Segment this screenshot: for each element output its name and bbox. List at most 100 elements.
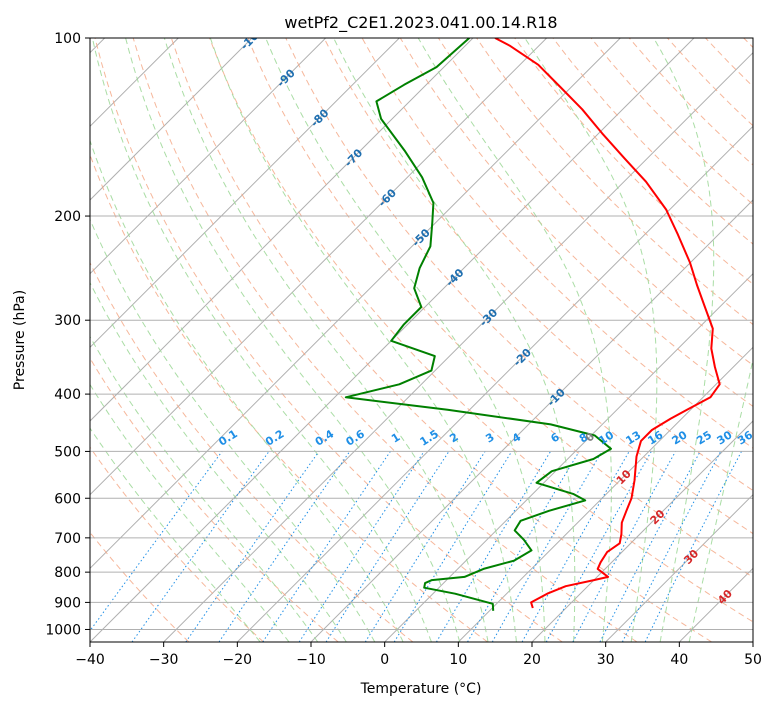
- moist-adiabat-line: [90, 139, 404, 642]
- y-tick-label: 400: [54, 387, 81, 403]
- isotherm-line: [457, 346, 753, 642]
- y-tick-label: 800: [54, 565, 81, 581]
- dry-adiabat-line: [132, 38, 638, 642]
- y-tick-label: 300: [54, 313, 81, 329]
- mixing-ratio-label: 0.2: [263, 427, 286, 448]
- background-lines: [90, 38, 753, 642]
- mixing-ratio-label: 30: [715, 428, 735, 447]
- isotherm-line: [163, 51, 753, 642]
- mixing-ratio-label: 1.5: [418, 427, 441, 448]
- y-axis-title: Pressure (hPa): [12, 290, 28, 390]
- dry-adiabat-line: [247, 38, 753, 578]
- dry-adiabat-line: [94, 38, 563, 642]
- dewpoint-line: [344, 38, 612, 611]
- mixing-ratio-line: [621, 451, 722, 642]
- isotherm-label: 40: [715, 587, 735, 607]
- dry-adiabat-line: [705, 38, 753, 88]
- mixing-ratio-line: [644, 451, 742, 642]
- isotherm-label: -60: [376, 186, 399, 209]
- dry-adiabat-line: [209, 38, 753, 623]
- dry-adiabat-line: [667, 38, 753, 127]
- isotherm-label: 10: [614, 467, 634, 487]
- x-tick-label: −10: [296, 652, 326, 668]
- moist-adiabat-line: [90, 281, 347, 642]
- y-tick-label: 700: [54, 531, 81, 547]
- moist-adiabat-line: [265, 38, 546, 642]
- isotherm-line: [531, 420, 753, 642]
- dry-adiabat-line: [323, 38, 753, 492]
- dry-adiabat-line: [552, 38, 753, 245]
- mixing-ratio-line: [131, 451, 270, 642]
- mixing-ratio-label: 0.6: [344, 427, 368, 449]
- isotherm-label: 20: [648, 507, 668, 527]
- x-tick-label: 50: [744, 652, 762, 668]
- mixing-ratio-label: 36: [735, 428, 755, 447]
- dry-adiabat-line: [90, 153, 488, 642]
- moist-adiabat-line: [688, 356, 753, 642]
- y-axis: 100 200 300 400 500 600 700 800 900 1000: [45, 31, 90, 638]
- y-tick-label: 1000: [45, 622, 81, 638]
- mixing-ratio-line: [185, 451, 320, 642]
- isotherm-label: -40: [443, 266, 466, 289]
- dry-adiabat-line: [90, 531, 190, 642]
- mixing-ratio-line: [262, 451, 391, 642]
- mixing-ratio-label: 2: [447, 430, 460, 445]
- isotherm-line: [236, 125, 753, 642]
- isotherm-line: [605, 493, 753, 642]
- x-tick-label: 10: [449, 652, 467, 668]
- x-axis-title: Temperature (°C): [360, 681, 482, 697]
- dry-adiabat-line: [90, 261, 414, 642]
- moist-adiabat-line: [209, 38, 517, 642]
- dry-adiabat-line: [90, 446, 264, 642]
- y-tick-label: 900: [54, 595, 81, 611]
- dry-adiabat-line: [590, 38, 753, 206]
- mixing-ratio-label: 3: [483, 430, 496, 445]
- isotherm-line: [384, 272, 753, 642]
- isotherm-label: -90: [275, 66, 298, 89]
- moist-adiabat-line: [333, 38, 576, 642]
- x-tick-label: 30: [597, 652, 615, 668]
- isotherm-line: [310, 199, 753, 642]
- isotherm-line: [90, 38, 621, 570]
- y-tick-label: 200: [54, 209, 81, 225]
- mixing-ratio-label: 4: [510, 430, 524, 445]
- isotherm-label: -10: [545, 386, 568, 409]
- isotherm-line: [90, 38, 474, 422]
- moist-adiabat-line: [417, 38, 612, 642]
- dry-adiabat-line: [743, 38, 753, 49]
- mixing-ratio-line: [90, 451, 223, 632]
- dry-adiabat-line: [285, 38, 753, 535]
- moist-adiabat-line: [90, 427, 261, 642]
- moist-adiabat-line: [653, 38, 715, 642]
- y-tick-label: 100: [54, 31, 81, 47]
- moist-adiabat-line: [90, 383, 290, 642]
- x-tick-label: 40: [670, 652, 688, 668]
- moist-adiabat-line: [90, 335, 319, 642]
- moist-adiabat-line: [90, 218, 376, 642]
- dry-adiabat-line: [90, 357, 339, 642]
- dry-adiabat-line: [476, 38, 753, 326]
- mixing-ratio-line: [521, 451, 630, 642]
- x-tick-label: 0: [380, 652, 389, 668]
- isotherm-line: [90, 38, 400, 349]
- mixing-ratio-label: 0.4: [313, 427, 337, 449]
- moist-adiabat-line: [524, 38, 658, 642]
- isotherm-line: [90, 38, 548, 496]
- mixing-ratio-line: [545, 451, 652, 642]
- mixing-ratio-label: 25: [694, 428, 714, 447]
- isotherm-label: -70: [342, 146, 365, 169]
- mixing-ratio-line: [393, 451, 513, 642]
- pressure-gridlines: [90, 38, 753, 630]
- mixing-ratio-label: 16: [646, 428, 666, 447]
- plot-frame: [89, 37, 754, 643]
- moist-adiabat-line: [163, 38, 489, 642]
- mixing-ratio-line: [435, 451, 552, 642]
- mixing-ratio-line: [572, 451, 676, 642]
- isotherm-line: [752, 641, 753, 642]
- x-tick-label: 20: [523, 652, 541, 668]
- profile-lines: [344, 38, 721, 611]
- temperature-line: [494, 38, 721, 609]
- line-labels: 0.1 0.2 0.4 0.6 1 1.5 2 3 4 6 8 10 13 16 20 25 30 36-100-…: [216, 38, 755, 607]
- x-tick-label: −40: [75, 652, 105, 668]
